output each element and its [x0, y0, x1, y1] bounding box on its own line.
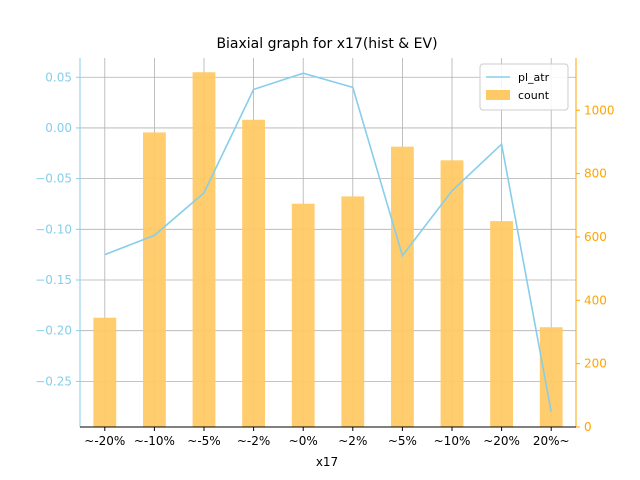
left-tick-label: −0.10: [35, 222, 72, 236]
x-tick-label: ~5%: [388, 434, 417, 448]
x-tick-label: ~-5%: [187, 434, 220, 448]
bar-~-10%: [142, 132, 166, 427]
legend-label-pl_atr: pl_atr: [518, 71, 550, 84]
line-pl_atr: [104, 72, 552, 412]
axes: 0.05 0.00 −0.05 −0.10 −0.15 −0.20 −0.25 0 200 400…: [35, 58, 615, 448]
right-tick-label: 600: [584, 230, 607, 244]
right-tick-label: 200: [584, 357, 607, 371]
x-tick-label: ~20%: [483, 434, 520, 448]
left-tick-label: −0.05: [35, 172, 72, 186]
right-tick-label: 800: [584, 167, 607, 181]
right-tick-label: 0: [584, 420, 592, 434]
right-tick-label: 400: [584, 293, 607, 307]
bar-~10%: [440, 160, 464, 427]
bar-~-2%: [242, 119, 266, 427]
bar-~5%: [390, 146, 414, 427]
x-tick-label: ~-2%: [237, 434, 270, 448]
left-tick-label: 0.05: [45, 70, 72, 84]
x-tick-label: ~2%: [338, 434, 367, 448]
left-tick-label: 0.00: [45, 121, 72, 135]
x-tick-label: ~10%: [434, 434, 471, 448]
x-tick-label: 20%~: [533, 434, 570, 448]
left-tick-label: −0.25: [35, 374, 72, 388]
legend-label-count: count: [518, 89, 550, 102]
bars: [93, 72, 563, 427]
bar-~-20%: [93, 317, 117, 427]
x-tick-label: ~-20%: [84, 434, 125, 448]
bar-~-5%: [192, 72, 216, 427]
x-axis-label: x17: [316, 455, 338, 469]
left-tick-label: −0.15: [35, 273, 72, 287]
x-tick-label: ~-10%: [134, 434, 175, 448]
bar-~2%: [341, 196, 365, 427]
left-tick-label: −0.20: [35, 324, 72, 338]
chart-title: Biaxial graph for x17(hist & EV): [216, 36, 437, 52]
bar-~0%: [291, 203, 315, 427]
bar-20%~: [539, 327, 563, 427]
legend-swatch-count: [486, 90, 510, 100]
line-series: [104, 72, 552, 412]
bar-~20%: [490, 221, 514, 427]
right-tick-label: 1000: [584, 103, 615, 117]
x-tick-label: ~0%: [289, 434, 318, 448]
